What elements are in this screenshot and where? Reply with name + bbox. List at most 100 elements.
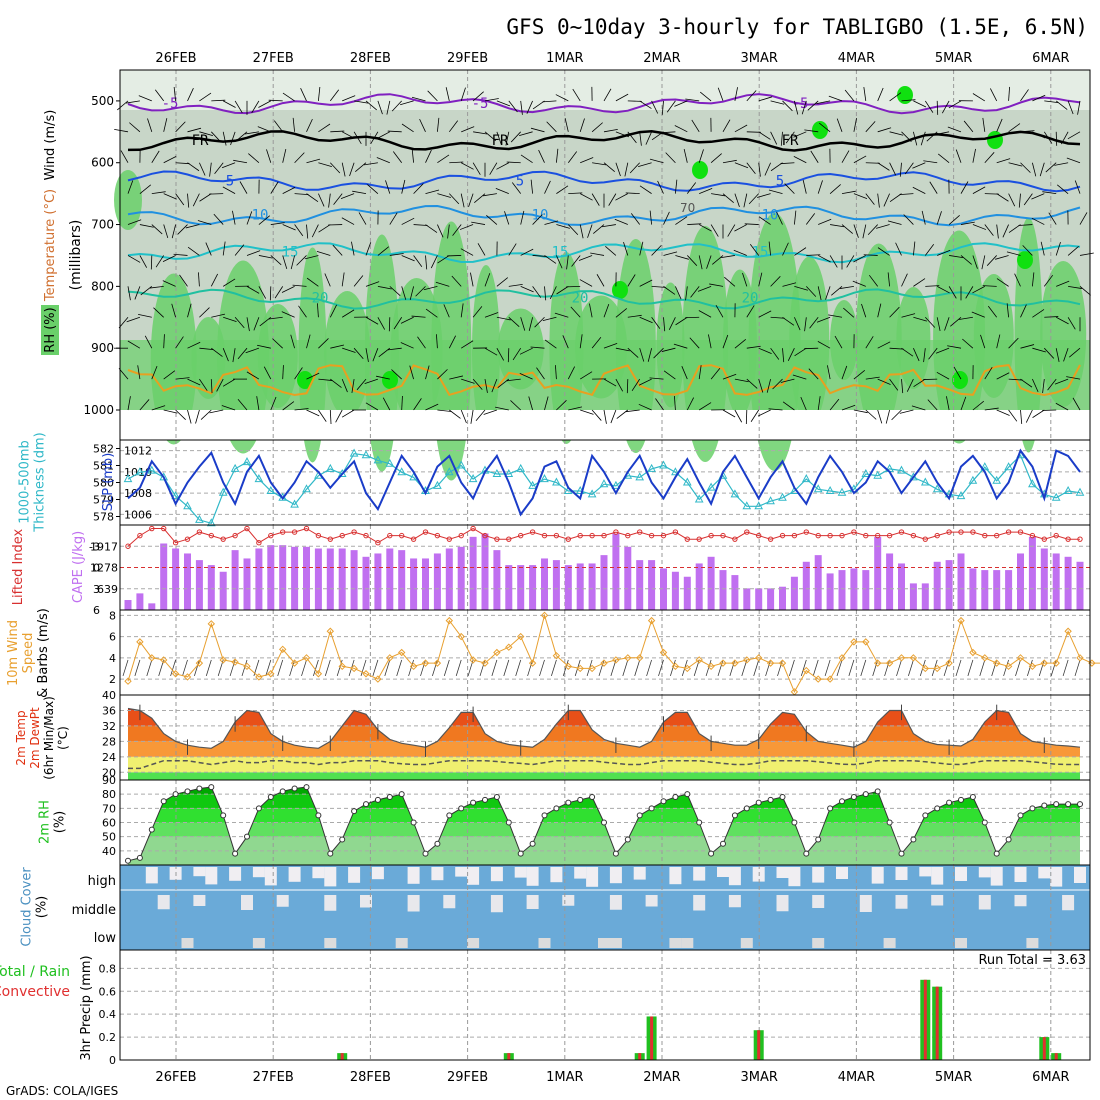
wind-barb — [290, 255, 295, 270]
cloud-high-gap — [1074, 867, 1086, 883]
wind-barb — [913, 278, 926, 287]
wind-barb — [1054, 378, 1069, 385]
wind-barb — [972, 400, 985, 411]
wind-barb — [1067, 317, 1076, 330]
thickness-point — [183, 501, 192, 510]
wind-speed-point — [647, 616, 656, 625]
wind-barb — [941, 100, 950, 114]
cape-bar — [160, 543, 168, 610]
wind-speed-point — [374, 675, 382, 683]
wind-barb — [806, 286, 817, 297]
wind-barb — [365, 402, 379, 411]
rh-point — [184, 788, 191, 795]
cape-bar — [541, 558, 548, 610]
wind-barb — [937, 153, 950, 164]
wind-barb — [877, 341, 891, 349]
wind-barb — [877, 193, 880, 208]
wind-barb — [663, 286, 676, 295]
wind-barb — [986, 255, 997, 266]
rh-point — [565, 799, 572, 806]
rh-point — [815, 836, 822, 843]
wind-barb — [715, 304, 724, 318]
wind-barb — [631, 378, 641, 392]
wind-barb — [413, 224, 428, 226]
rh-point — [684, 791, 691, 798]
cloud-middle-gap — [241, 895, 253, 910]
wind-barb — [365, 100, 377, 111]
thickness-point — [444, 467, 454, 476]
wind-barb — [768, 408, 783, 411]
wind-speed-point — [445, 616, 454, 625]
wind-barb — [1031, 217, 1045, 225]
wind-barb — [734, 193, 740, 208]
lifted-index-point — [970, 529, 976, 535]
wind-barb — [804, 129, 819, 133]
lifted-index-point — [339, 532, 345, 539]
wind-barb — [965, 286, 974, 299]
wind-barb — [722, 159, 737, 164]
wind-barb — [200, 409, 212, 420]
wind-barb — [758, 310, 772, 318]
lifted-index-point — [518, 532, 524, 539]
wind-barb — [473, 131, 487, 135]
wind-barb — [794, 285, 808, 291]
wind-barb — [579, 371, 593, 380]
cloud-middle-gap — [812, 895, 825, 908]
lifted-index-point — [756, 532, 762, 539]
thickness-point — [123, 474, 133, 483]
wind-barb — [1072, 397, 1081, 411]
wind-barb — [686, 397, 695, 411]
rh-point — [708, 850, 715, 857]
wind-barb — [603, 162, 615, 173]
wind-barb — [273, 120, 284, 133]
wind-barb — [538, 149, 545, 163]
wind-barb — [232, 348, 236, 363]
wind-barb — [324, 273, 331, 287]
wind-barb — [425, 255, 428, 270]
wind-barb — [329, 409, 332, 425]
lifted-index-point — [1029, 532, 1036, 539]
lifted-index-point — [220, 536, 226, 542]
wind-barb — [294, 408, 309, 411]
cloud-middle-gap — [360, 895, 372, 908]
wind-barb — [437, 117, 440, 132]
wind-barb — [318, 123, 331, 133]
cape-bar — [1040, 548, 1048, 610]
convective-label: Convective — [0, 984, 70, 1000]
temperature-contour — [127, 242, 1081, 264]
surface-wind-barb — [789, 659, 795, 677]
wind-barb — [562, 335, 569, 349]
wind-barb — [129, 122, 141, 133]
wind-barb — [685, 98, 700, 102]
wind-barb — [530, 179, 533, 194]
wind-barb — [841, 365, 848, 380]
rh-point — [779, 794, 786, 800]
rh-point — [160, 798, 167, 805]
wind-barb — [401, 179, 406, 194]
wind-barb — [209, 409, 224, 414]
wind-speed-point — [231, 658, 239, 666]
surface-wind-barb — [848, 659, 855, 677]
temperature-contour — [127, 130, 1081, 152]
rh-point — [696, 819, 703, 826]
wind-barb — [461, 126, 475, 133]
wind-barb — [461, 162, 474, 170]
surface-wind-barb — [360, 659, 367, 677]
surface-wind-barb — [551, 659, 557, 677]
temp2m-axis-label-line: 2m Temp — [14, 710, 28, 765]
credit-label: GrADS: COLA/IGES — [6, 1084, 118, 1098]
wind-barb — [460, 340, 474, 349]
wind-barb — [447, 224, 450, 239]
wind-barb — [1032, 347, 1046, 353]
wind-barb — [592, 162, 606, 166]
wind-barb — [138, 313, 152, 318]
wind-barb — [928, 347, 938, 360]
wind-barb — [294, 224, 304, 237]
wind-barb — [996, 278, 1009, 287]
wind-barb — [222, 348, 229, 362]
wind-barb — [151, 191, 166, 195]
wind-barb — [1040, 241, 1045, 256]
wind-barb — [530, 127, 545, 133]
